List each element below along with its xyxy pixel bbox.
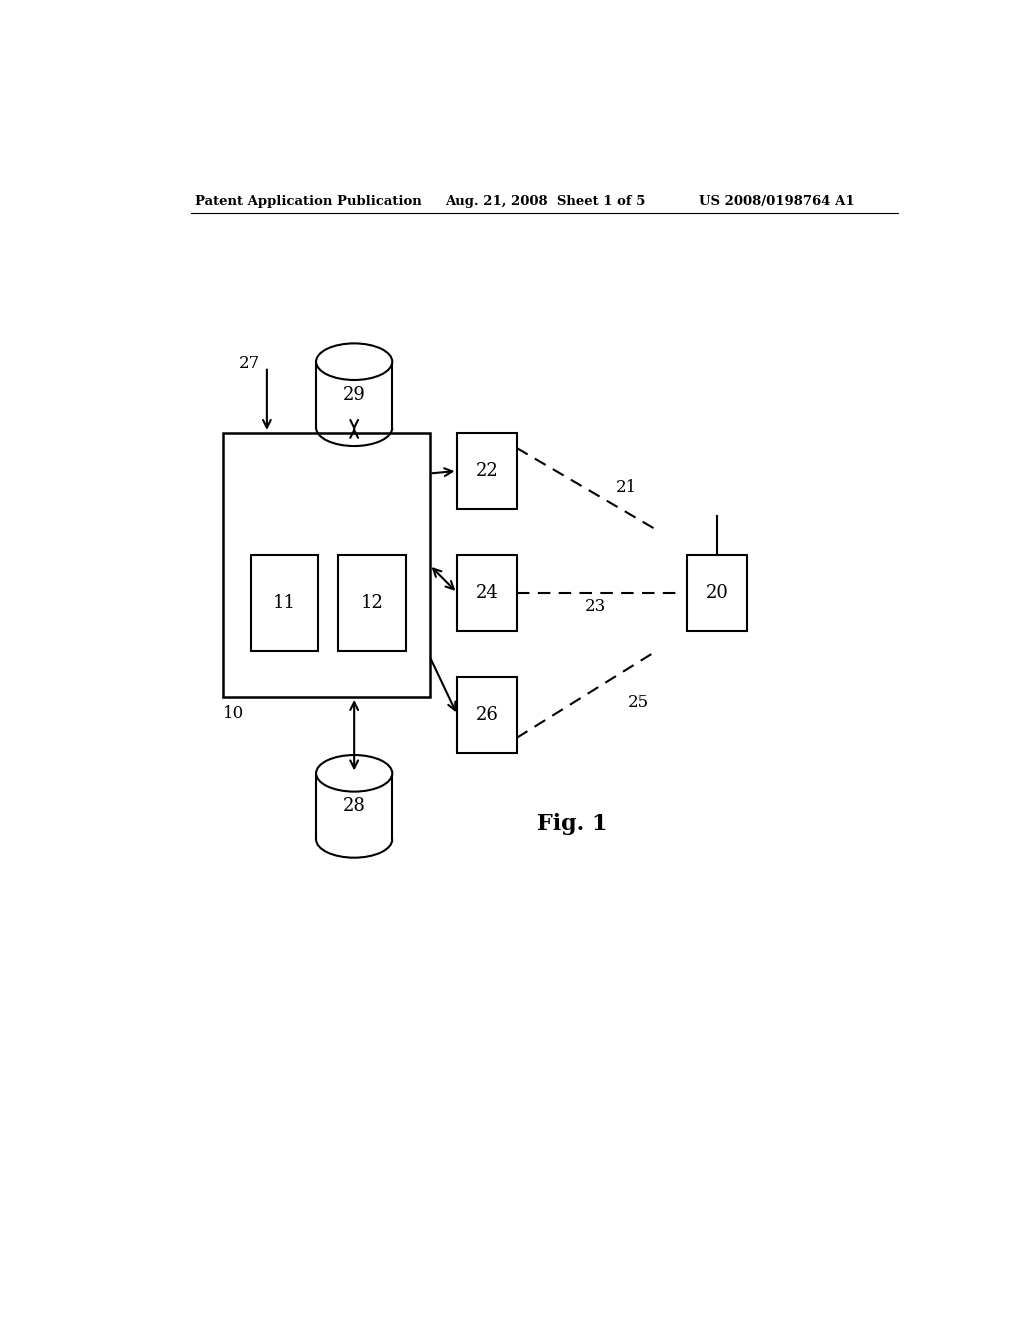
- Text: 27: 27: [240, 355, 260, 372]
- Bar: [458, 677, 517, 752]
- Text: 26: 26: [476, 706, 499, 723]
- Ellipse shape: [316, 343, 392, 380]
- Text: 10: 10: [223, 705, 245, 722]
- Bar: [458, 554, 517, 631]
- Text: 20: 20: [706, 583, 729, 602]
- Bar: [458, 433, 517, 510]
- Bar: [223, 433, 430, 697]
- Text: 12: 12: [360, 594, 383, 612]
- Ellipse shape: [316, 755, 392, 792]
- Text: 22: 22: [476, 462, 499, 480]
- Text: Aug. 21, 2008  Sheet 1 of 5: Aug. 21, 2008 Sheet 1 of 5: [445, 194, 646, 207]
- Bar: [338, 554, 406, 651]
- Text: 11: 11: [273, 594, 296, 612]
- Text: Fig. 1: Fig. 1: [538, 813, 607, 836]
- Text: 29: 29: [343, 385, 366, 404]
- Bar: [316, 362, 392, 428]
- Bar: [316, 774, 392, 840]
- Text: 23: 23: [585, 598, 605, 615]
- Text: 24: 24: [476, 583, 499, 602]
- Bar: [251, 554, 318, 651]
- Text: Patent Application Publication: Patent Application Publication: [196, 194, 422, 207]
- Bar: [687, 554, 746, 631]
- Text: 28: 28: [343, 797, 366, 816]
- Text: US 2008/0198764 A1: US 2008/0198764 A1: [699, 194, 855, 207]
- Text: 21: 21: [616, 479, 637, 496]
- Text: 25: 25: [628, 694, 649, 710]
